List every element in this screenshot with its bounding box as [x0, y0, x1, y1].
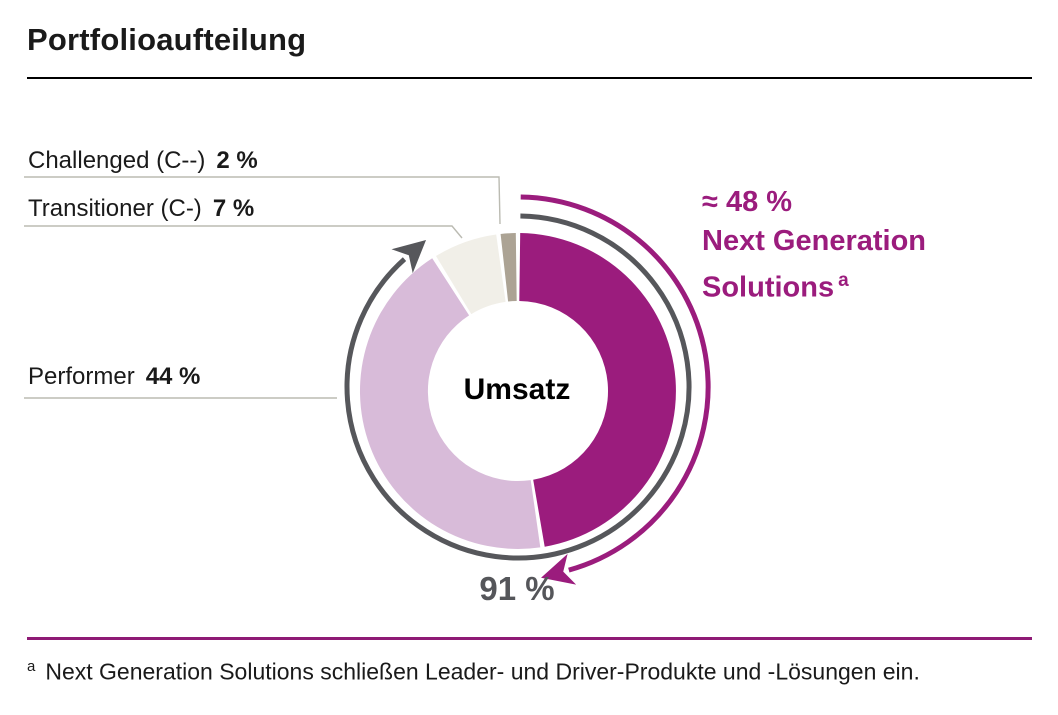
footnote-marker-superscript: a [838, 270, 849, 291]
title-rule [27, 77, 1032, 79]
callout-challenged-value: 2 % [216, 147, 258, 174]
page-title: Portfolioaufteilung [27, 22, 307, 57]
bottom-rule [27, 637, 1032, 640]
leader-line-transitioner [24, 225, 463, 239]
callout-transitioner: Transitioner (C-) 7 % [28, 195, 254, 223]
callout-performer-value: 44 % [145, 363, 201, 390]
next-generation-percent: ≈ 48 % [702, 186, 793, 218]
callout-transitioner-value: 7 % [212, 195, 255, 222]
callout-challenged-label: Challenged (C--) [28, 147, 206, 174]
footnote-text: Next Generation Solutions schließen Lead… [45, 658, 920, 685]
segment-performer [359, 258, 541, 549]
segment-transitioner [436, 234, 506, 315]
footnote: a Next Generation Solutions schließen Lea… [27, 658, 920, 686]
footnote-marker: a [27, 658, 36, 675]
next-generation-line1: Next Generation [702, 225, 926, 257]
callout-transitioner-label: Transitioner (C-) [28, 195, 202, 222]
ring-next-generation-arc [520, 194, 711, 585]
next-generation-line2: Solutions a [702, 270, 849, 304]
callout-performer: Performer 44 % [28, 363, 200, 391]
leader-line-challenged [24, 176, 501, 225]
donut-center-label: Umsatz [463, 373, 571, 406]
ring-umsatz-91-arc [344, 213, 692, 561]
callout-next-generation: ≈ 48 % Next Generation Solutions a [702, 183, 926, 308]
callout-challenged: Challenged (C--) 2 % [28, 147, 258, 175]
segment-challenged [500, 233, 517, 302]
segment-next-generation-solutions [519, 233, 676, 547]
arc-91-percent-label: 91 % [479, 570, 555, 607]
callout-performer-label: Performer [28, 363, 135, 390]
